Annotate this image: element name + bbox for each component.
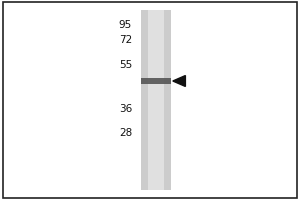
Text: 28: 28: [119, 128, 132, 138]
Bar: [148, 10, 164, 190]
Text: 95: 95: [119, 20, 132, 30]
Text: 36: 36: [119, 104, 132, 114]
Polygon shape: [173, 76, 185, 86]
Text: 72: 72: [119, 35, 132, 45]
Bar: [141, 78, 171, 84]
Bar: [141, 10, 171, 190]
Text: 55: 55: [119, 60, 132, 70]
